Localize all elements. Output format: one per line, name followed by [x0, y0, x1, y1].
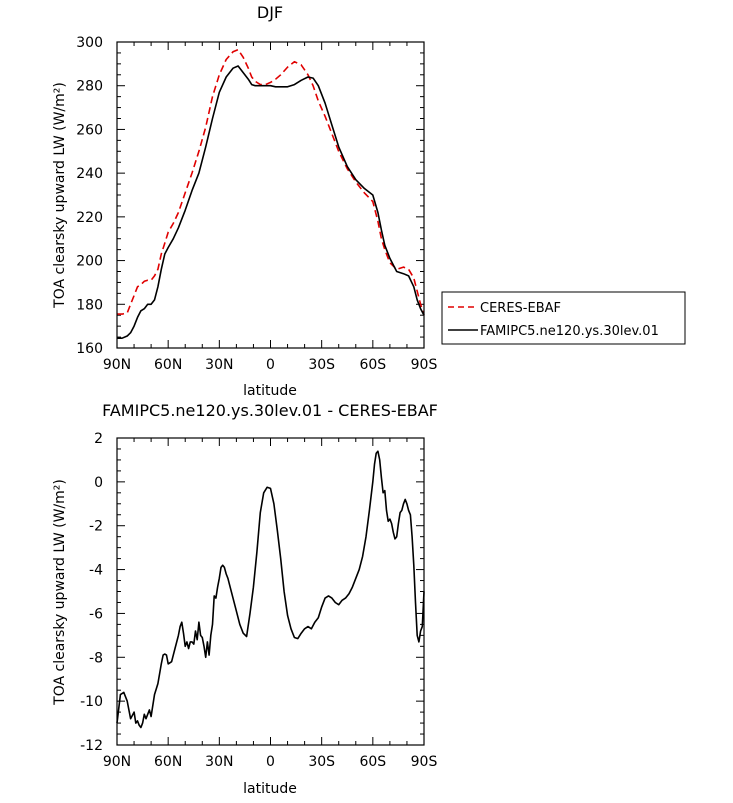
top-y-tick-label: 220 [76, 210, 103, 226]
bottom-plot-frame [116, 437, 425, 746]
top-x-tick-label: 90S [411, 357, 438, 373]
bottom-x-tick-label: 30N [205, 754, 233, 770]
top-y-tick-label: 280 [76, 79, 103, 95]
top-chart-title: DJF [257, 3, 283, 22]
bottom-y-tick-label: -6 [89, 606, 103, 622]
top-y-tick-label: 240 [76, 166, 103, 182]
legend: CERES-EBAF FAMIPC5.ne120.ys.30lev.01 [441, 291, 686, 345]
bottom-y-tick-label: -12 [80, 738, 103, 754]
bottom-x-axis-label: latitude [243, 781, 297, 797]
top-x-tick-label: 30N [205, 357, 233, 373]
bottom-x-tick-label: 60N [154, 754, 182, 770]
top-y-tick-label: 160 [76, 341, 103, 357]
top-plot-frame [116, 41, 425, 349]
top-y-axis-label: TOA clearsky upward LW (W/m²) [52, 82, 68, 309]
top-x-tick-label: 90N [103, 357, 131, 373]
bottom-y-tick-label: -10 [80, 694, 103, 710]
top-x-axis-label: latitude [243, 383, 297, 399]
top-x-tick-label: 60S [359, 357, 386, 373]
legend-label-ceres: CERES-EBAF [480, 301, 561, 316]
bottom-y-tick-label: 0 [94, 475, 103, 491]
top-series-line-2 [117, 65, 425, 340]
bottom-x-tick-label: 30S [308, 754, 335, 770]
top-panel: DJF TOA clearsky upward LW (W/m²) latitu… [52, 3, 437, 399]
bottom-y-tick-label: 2 [94, 431, 103, 447]
bottom-y-tick-label: -2 [89, 519, 103, 535]
bottom-x-tick-label: 90N [103, 754, 131, 770]
top-y-tick-label: 300 [76, 35, 103, 51]
top-series-line-1 [117, 48, 425, 316]
top-x-tick-label: 60N [154, 357, 182, 373]
bottom-x-tick-label: 60S [359, 754, 386, 770]
bottom-series-line-1 [116, 450, 425, 729]
top-x-tick-label: 30S [308, 357, 335, 373]
legend-label-model: FAMIPC5.ne120.ys.30lev.01 [480, 324, 659, 339]
top-y-tick-label: 260 [76, 122, 103, 138]
bottom-y-tick-label: -8 [89, 650, 103, 666]
top-x-tick-label: 0 [266, 357, 275, 373]
top-y-tick-label: 180 [76, 297, 103, 313]
top-y-tick-label: 200 [76, 254, 103, 270]
bottom-chart-title: FAMIPC5.ne120.ys.30lev.01 - CERES-EBAF [102, 401, 438, 420]
bottom-x-tick-label: 90S [411, 754, 438, 770]
bottom-panel: FAMIPC5.ne120.ys.30lev.01 - CERES-EBAF T… [52, 401, 438, 797]
legend-box [441, 291, 686, 345]
bottom-y-axis-label: TOA clearsky upward LW (W/m²) [52, 479, 68, 706]
bottom-x-tick-label: 0 [266, 754, 275, 770]
bottom-y-tick-label: -4 [89, 563, 103, 579]
